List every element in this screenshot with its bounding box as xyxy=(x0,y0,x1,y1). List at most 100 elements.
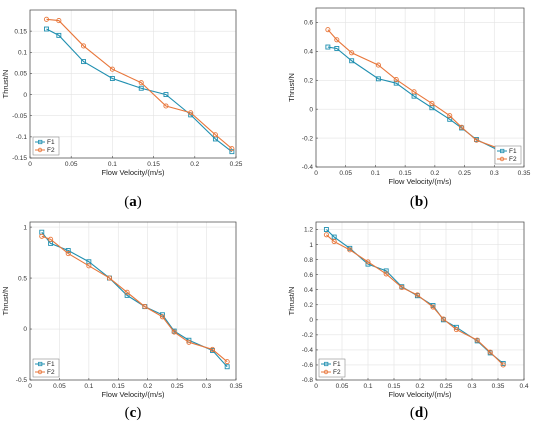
data-point-F2 xyxy=(65,251,71,257)
panel-label-letter: c xyxy=(130,405,137,421)
chart-panel-d: 0 0.05 0.1 0.15 0.2 0.25 0.3 0.35 0.4 -0.8 -0.6 -0.… xyxy=(287,221,529,421)
y-tick-label: -0.4 xyxy=(302,164,314,171)
data-point-F2 xyxy=(39,233,45,239)
legend-marker xyxy=(324,361,329,367)
data-point-F2 xyxy=(347,247,353,253)
panel-label-open: ( xyxy=(125,405,130,421)
legend-marker xyxy=(38,139,43,145)
data-point-F2 xyxy=(375,62,381,68)
data-point-F1 xyxy=(138,85,144,91)
data-point-F2 xyxy=(171,329,177,335)
data-point-F1 xyxy=(56,32,62,38)
y-tick-label: 0 xyxy=(309,317,313,324)
legend-entry: F2 xyxy=(47,147,55,154)
legend-entry: F2 xyxy=(333,369,341,376)
data-point-F2 xyxy=(323,232,329,238)
legend-marker xyxy=(37,369,43,375)
series-line-F1 xyxy=(326,229,504,364)
axes-frame xyxy=(29,221,237,381)
legend-marker xyxy=(499,156,505,162)
y-tick-label: 0 xyxy=(23,326,27,333)
y-tick-label: 0.6 xyxy=(304,20,313,27)
data-point-F2 xyxy=(209,346,216,352)
legend-marker xyxy=(38,361,43,367)
panel-label-open: ( xyxy=(124,194,129,210)
data-point-F1 xyxy=(65,248,71,253)
data-point-F2 xyxy=(159,314,165,320)
data-point-F2 xyxy=(365,259,371,265)
x-tick-label: 0.1 xyxy=(84,383,93,390)
y-tick-label: -0.1 xyxy=(16,134,28,141)
data-point-F2 xyxy=(109,66,115,72)
y-tick-label: 0.4 xyxy=(304,287,313,294)
legend-entry: F1 xyxy=(47,361,55,368)
data-point-F2 xyxy=(500,362,506,368)
panel-label-close: ) xyxy=(423,194,428,210)
y-tick-label: -0.15 xyxy=(12,155,27,162)
x-tick-label: 0.25 xyxy=(171,383,184,390)
x-tick-label: 0.1 xyxy=(363,383,372,390)
y-tick-label: 1 xyxy=(23,224,27,231)
y-tick-label: 0.8 xyxy=(304,257,313,264)
panel-label: (c) xyxy=(125,405,142,421)
data-point-F2 xyxy=(138,80,144,86)
legend-box xyxy=(318,358,346,378)
x-tick-label: 0.2 xyxy=(143,383,152,390)
panel-label-close: ) xyxy=(136,405,141,421)
x-tick-label: 0.2 xyxy=(430,170,439,177)
axes-frame xyxy=(29,9,237,159)
x-axis-label: Flow Velocity/(m/s) xyxy=(389,390,452,399)
y-tick-label: 0.2 xyxy=(304,302,313,309)
chart-panel-b: 0 0.05 0.1 0.15 0.2 0.25 0.3 0.35 -0.4 -0.2 0 0.2 0.… xyxy=(287,7,531,210)
data-point-F2 xyxy=(142,304,148,310)
x-tick-label: 0.1 xyxy=(108,161,117,168)
data-point-F2 xyxy=(429,100,435,106)
panel-label-close: ) xyxy=(137,194,142,210)
panel-label-open: ( xyxy=(410,194,415,210)
panel-label-close: ) xyxy=(423,405,428,421)
y-tick-label: -0.5 xyxy=(16,377,28,384)
data-point-F1 xyxy=(124,292,130,298)
data-point-F2 xyxy=(81,43,87,49)
data-point-F2 xyxy=(440,316,446,322)
x-tick-label: 0.25 xyxy=(458,170,471,177)
data-point-F2 xyxy=(163,103,169,109)
data-point-F2 xyxy=(56,18,62,24)
data-point-F2 xyxy=(186,339,192,345)
x-tick-label: 0.25 xyxy=(440,383,453,390)
legend-marker xyxy=(323,369,329,375)
y-tick-label: 0 xyxy=(309,106,313,113)
x-tick-label: 0.3 xyxy=(202,383,211,390)
x-tick-label: 0.05 xyxy=(339,170,352,177)
data-point-F2 xyxy=(393,77,399,83)
chart-panel-a: 0 0.05 0.1 0.15 0.2 0.25 -0.15 -0.1 -0.05 0 0.05 0.… xyxy=(1,9,243,210)
plot-area xyxy=(30,10,236,158)
x-tick-label: 0.2 xyxy=(190,161,199,168)
y-tick-label: 0.6 xyxy=(304,272,313,279)
x-tick-label: 0 xyxy=(28,161,32,168)
data-point-F1 xyxy=(375,76,381,82)
data-point-F2 xyxy=(447,113,453,119)
x-tick-label: 0.35 xyxy=(230,383,243,390)
data-point-F2 xyxy=(229,146,235,152)
data-point-F1 xyxy=(349,58,355,64)
y-tick-label: -0.05 xyxy=(12,113,27,120)
panel-label: (a) xyxy=(124,194,142,210)
data-point-F2 xyxy=(325,27,331,33)
data-point-F2 xyxy=(124,289,130,295)
axes-frame xyxy=(315,221,525,381)
data-point-F2 xyxy=(86,263,92,269)
y-tick-label: 0.4 xyxy=(304,49,313,56)
data-point-F1 xyxy=(393,80,399,86)
x-tick-label: 0.2 xyxy=(415,383,424,390)
y-tick-label: -0.8 xyxy=(302,377,314,384)
y-axis-label: Thrust/N xyxy=(1,70,10,99)
data-point-F2 xyxy=(48,236,54,242)
panel-label-letter: a xyxy=(129,194,137,210)
y-tick-label: 0.5 xyxy=(18,275,27,282)
y-axis-label: Thrust/N xyxy=(287,287,296,316)
series-line-F1 xyxy=(46,28,233,153)
